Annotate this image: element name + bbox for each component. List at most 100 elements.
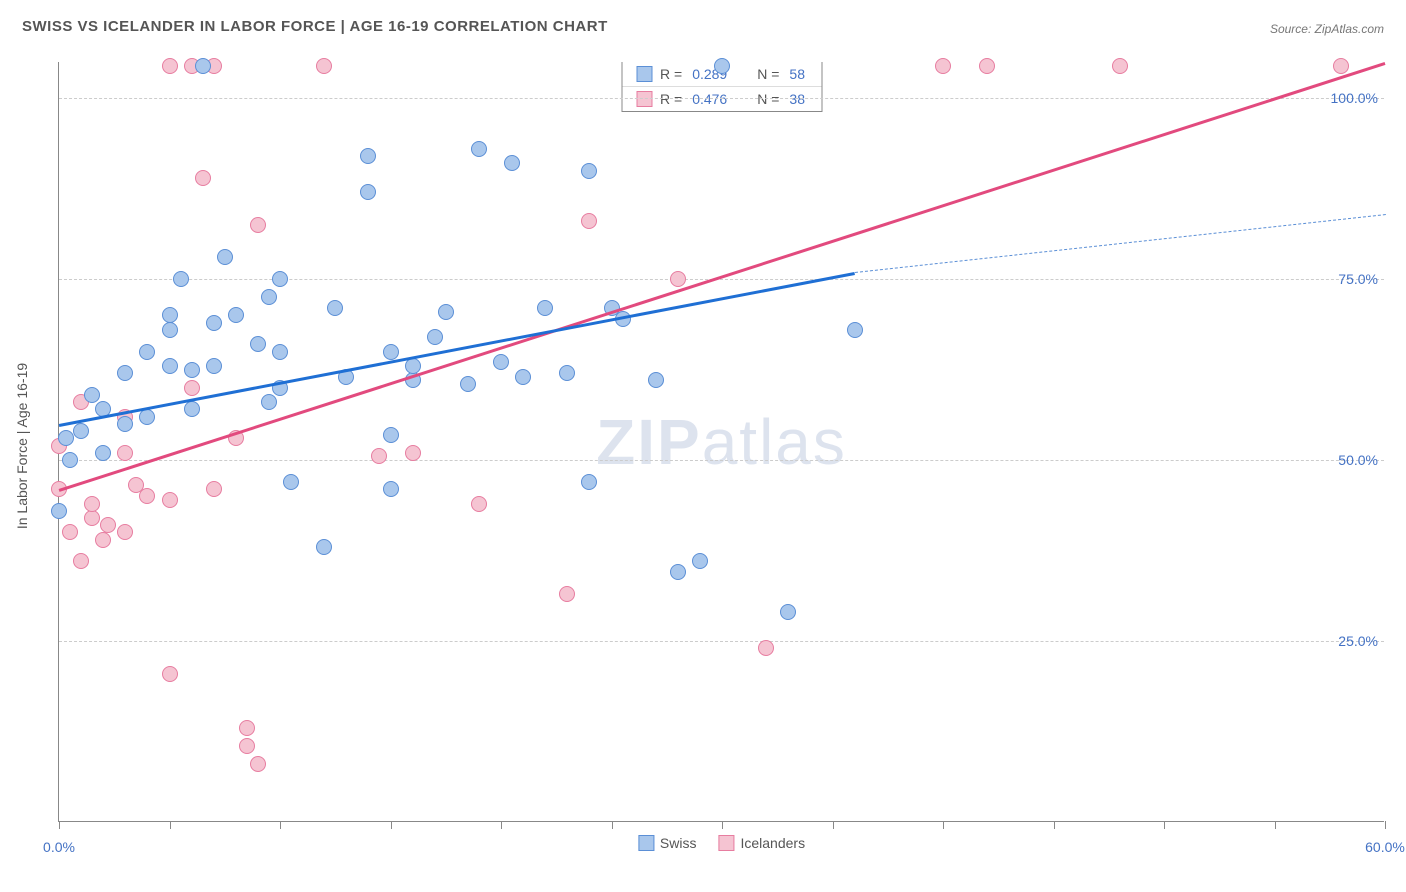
swiss-point [206, 358, 222, 374]
swiss-point [139, 409, 155, 425]
watermark: ZIPatlas [596, 405, 847, 479]
swiss-point [228, 307, 244, 323]
y-tick-label: 25.0% [1338, 633, 1378, 649]
swiss-point [537, 300, 553, 316]
swiss-point [95, 445, 111, 461]
icelanders-point [117, 445, 133, 461]
x-tick-label: 0.0% [43, 839, 75, 855]
gridline [59, 98, 1384, 99]
x-tick-mark [1385, 821, 1386, 829]
swiss-point [648, 372, 664, 388]
swiss-point [272, 344, 288, 360]
icelanders-point [581, 213, 597, 229]
legend-label-swiss: Swiss [660, 835, 697, 851]
legend-item-swiss: Swiss [638, 835, 697, 851]
swiss-point [250, 336, 266, 352]
icelanders-point [117, 524, 133, 540]
swiss-point [139, 344, 155, 360]
icelanders-point [239, 720, 255, 736]
icelanders-point [250, 756, 266, 772]
chart-title: SWISS VS ICELANDER IN LABOR FORCE | AGE … [22, 18, 608, 35]
swiss-point [471, 141, 487, 157]
gridline [59, 279, 1384, 280]
icelanders-point [316, 58, 332, 74]
swiss-point [261, 394, 277, 410]
icelanders-point [162, 58, 178, 74]
icelanders-point [162, 666, 178, 682]
swiss-point [438, 304, 454, 320]
icelanders-point [1112, 58, 1128, 74]
x-tick-mark [1054, 821, 1055, 829]
swiss-point [581, 474, 597, 490]
icelanders-point [670, 271, 686, 287]
icelanders-point [758, 640, 774, 656]
swiss-point [184, 362, 200, 378]
x-tick-mark [833, 821, 834, 829]
swiss-point [84, 387, 100, 403]
swiss-point [206, 315, 222, 331]
swiss-point [283, 474, 299, 490]
swiss-point [316, 539, 332, 555]
x-tick-mark [722, 821, 723, 829]
swiss-point [714, 58, 730, 74]
gridline [59, 641, 1384, 642]
swiss-point [504, 155, 520, 171]
y-tick-label: 50.0% [1338, 452, 1378, 468]
icelanders-point [84, 496, 100, 512]
x-tick-mark [943, 821, 944, 829]
icelanders-point [100, 517, 116, 533]
icelanders-point [559, 586, 575, 602]
swiss-point [780, 604, 796, 620]
icelanders-point [471, 496, 487, 512]
icelanders-point [935, 58, 951, 74]
swiss-point [559, 365, 575, 381]
icelanders-point [250, 217, 266, 233]
swiss-point [383, 481, 399, 497]
x-tick-mark [391, 821, 392, 829]
swiss-point [184, 401, 200, 417]
swiss-point [327, 300, 343, 316]
icelanders-point [979, 58, 995, 74]
icelanders-point [1333, 58, 1349, 74]
icelanders-point [84, 510, 100, 526]
legend-bottom: Swiss Icelanders [638, 835, 805, 851]
y-axis-label: In Labor Force | Age 16-19 [14, 363, 30, 529]
icelanders-point [162, 492, 178, 508]
swiss-point [360, 184, 376, 200]
legend-item-icelanders: Icelanders [718, 835, 805, 851]
swiss-point [383, 427, 399, 443]
watermark-bold: ZIP [596, 406, 702, 478]
swiss-point [51, 503, 67, 519]
icelanders-point [184, 380, 200, 396]
gridline [59, 460, 1384, 461]
plot-area: ZIPatlas R = 0.289 N = 58 R = 0.476 N = … [58, 62, 1384, 822]
swiss-point [117, 416, 133, 432]
watermark-light: atlas [702, 406, 847, 478]
swiss-point [162, 322, 178, 338]
source-label: Source: ZipAtlas.com [1270, 22, 1384, 36]
icelanders-point [206, 481, 222, 497]
swiss-point [405, 358, 421, 374]
x-tick-mark [59, 821, 60, 829]
icelanders-point [139, 488, 155, 504]
icelanders-point [195, 170, 211, 186]
trendline [59, 272, 855, 426]
legend-label-icelanders: Icelanders [740, 835, 805, 851]
swiss-swatch-icon [636, 66, 652, 82]
swiss-point [195, 58, 211, 74]
icelanders-point [239, 738, 255, 754]
swiss-point [173, 271, 189, 287]
swiss-point [261, 289, 277, 305]
x-tick-mark [501, 821, 502, 829]
x-tick-label: 60.0% [1365, 839, 1405, 855]
icelanders-point [371, 448, 387, 464]
chart-container: SWISS VS ICELANDER IN LABOR FORCE | AGE … [0, 0, 1406, 892]
swiss-swatch-icon [638, 835, 654, 851]
swiss-point [217, 249, 233, 265]
swiss-point [515, 369, 531, 385]
icelanders-point [73, 553, 89, 569]
swiss-point [272, 271, 288, 287]
x-tick-mark [1164, 821, 1165, 829]
icelanders-point [95, 532, 111, 548]
swiss-point [692, 553, 708, 569]
